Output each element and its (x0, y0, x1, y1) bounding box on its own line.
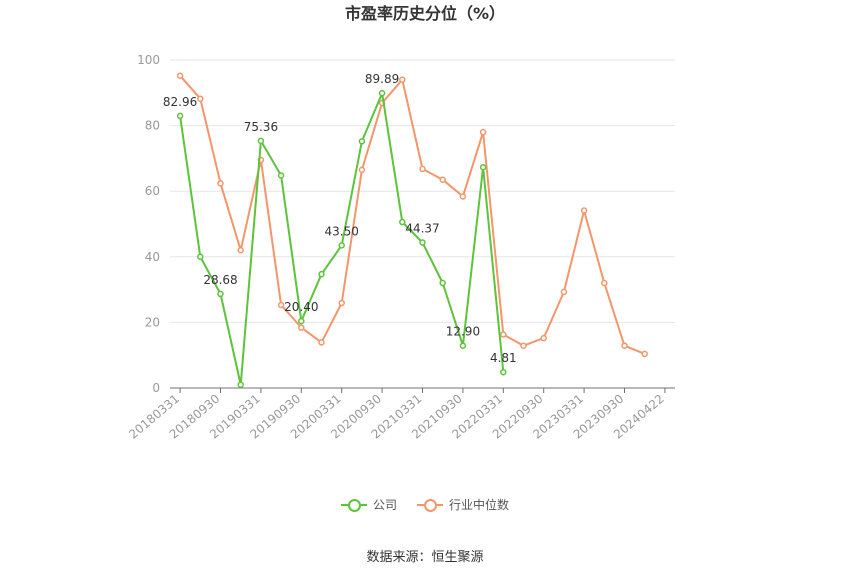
data-label: 20.40 (284, 300, 318, 314)
data-label: 43.50 (325, 224, 359, 238)
data-point (197, 253, 204, 261)
data-point (298, 317, 305, 325)
data-point (399, 76, 406, 83)
data-point (217, 180, 224, 187)
series-line-0 (179, 92, 505, 386)
data-label: 89.89 (365, 72, 399, 86)
data-point (237, 381, 244, 388)
data-label: 28.68 (203, 273, 237, 287)
data-point (237, 246, 244, 254)
data-point (520, 342, 527, 349)
chart-title: 市盈率历史分位（%） (345, 4, 505, 23)
data-point (439, 279, 446, 287)
data-point (500, 331, 507, 338)
data-point (419, 239, 426, 246)
data-point (176, 72, 184, 79)
data-labels: 82.96 28.68 75.36 20.40 43.50 89.89 44.37 12.90… (163, 72, 517, 365)
data-point (277, 301, 285, 309)
y-tick-label: 20 (145, 315, 160, 329)
data-point (298, 324, 305, 331)
data-point (479, 164, 487, 171)
data-point (399, 218, 406, 226)
legend-label-industry-median: 行业中位数 (449, 498, 510, 512)
data-point (500, 368, 507, 376)
data-point (378, 89, 386, 97)
data-label: 82.96 (163, 95, 197, 109)
data-point (358, 166, 366, 174)
data-point (419, 165, 426, 173)
y-tick-label: 80 (145, 119, 160, 133)
data-point (318, 339, 325, 346)
series-line-1 (179, 75, 646, 355)
data-point (338, 299, 345, 307)
data-point (176, 112, 184, 120)
y-tick-label: 0 (152, 381, 160, 395)
data-point (217, 290, 224, 298)
legend-label-company: 公司 (372, 498, 397, 512)
data-point (197, 95, 204, 102)
legend-item-company[interactable]: 公司 (340, 496, 397, 513)
data-point (338, 242, 345, 249)
data-point (621, 342, 628, 349)
series (176, 72, 648, 388)
data-label: 44.37 (405, 221, 439, 235)
source-note: 数据来源：恒生聚源 (366, 550, 484, 565)
data-point (601, 279, 608, 287)
data-label: 4.81 (490, 351, 517, 365)
data-label: 12.90 (446, 325, 480, 339)
data-point (540, 334, 547, 342)
data-point (358, 138, 366, 145)
legend-swatch-industry-median (417, 498, 443, 512)
data-point (277, 172, 285, 179)
data-point (641, 350, 648, 358)
data-point (459, 193, 467, 200)
y-tick-label: 100 (137, 53, 160, 67)
data-point (580, 207, 588, 214)
y-tick-label: 60 (145, 184, 160, 198)
data-point (459, 342, 467, 349)
data-point (318, 270, 325, 278)
data-point (560, 288, 568, 296)
y-tick-label: 40 (145, 250, 160, 264)
legend-swatch-company (340, 498, 367, 512)
legend-item-industry-median[interactable]: 行业中位数 (417, 496, 509, 513)
line-chart: 市盈率历史分位（%） 02040608010020180331201809302… (126, 4, 675, 442)
grid-lines (170, 59, 675, 323)
axes: 0204060801002018033120180930201903312019… (126, 53, 675, 442)
data-point (257, 137, 265, 145)
data-point (439, 176, 446, 183)
data-label: 75.36 (244, 120, 278, 134)
legend: 公司 行业中位数 (0, 496, 850, 513)
data-point (479, 128, 487, 136)
